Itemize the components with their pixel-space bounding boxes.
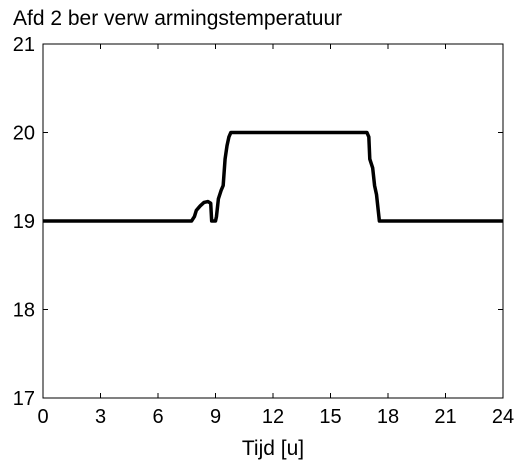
series-layer bbox=[43, 133, 503, 222]
x-tick-label: 24 bbox=[492, 406, 514, 428]
x-tick-label: 0 bbox=[37, 406, 48, 428]
x-tick-label: 9 bbox=[210, 406, 221, 428]
y-tick-label: 18 bbox=[13, 300, 35, 322]
x-axis-tick-labels: 0 3 6 9 12 15 18 21 24 bbox=[37, 406, 514, 428]
y-tick-label: 21 bbox=[13, 34, 35, 56]
y-axis-tick-labels: 17 18 19 20 21 bbox=[13, 34, 35, 410]
x-tick-label: 15 bbox=[319, 406, 341, 428]
y-tick-label: 19 bbox=[13, 211, 35, 233]
chart-title: Afd 2 ber verw armingstemperatuur bbox=[13, 7, 342, 30]
x-axis-label: Tijd [u] bbox=[242, 437, 304, 460]
x-tick-label: 3 bbox=[95, 406, 106, 428]
x-tick-label: 18 bbox=[377, 406, 399, 428]
x-tick-label: 21 bbox=[434, 406, 456, 428]
y-tick-label: 20 bbox=[13, 123, 35, 145]
y-tick-label: 17 bbox=[13, 388, 35, 410]
series-line bbox=[43, 133, 503, 222]
x-tick-label: 12 bbox=[262, 406, 284, 428]
x-tick-label: 6 bbox=[152, 406, 163, 428]
